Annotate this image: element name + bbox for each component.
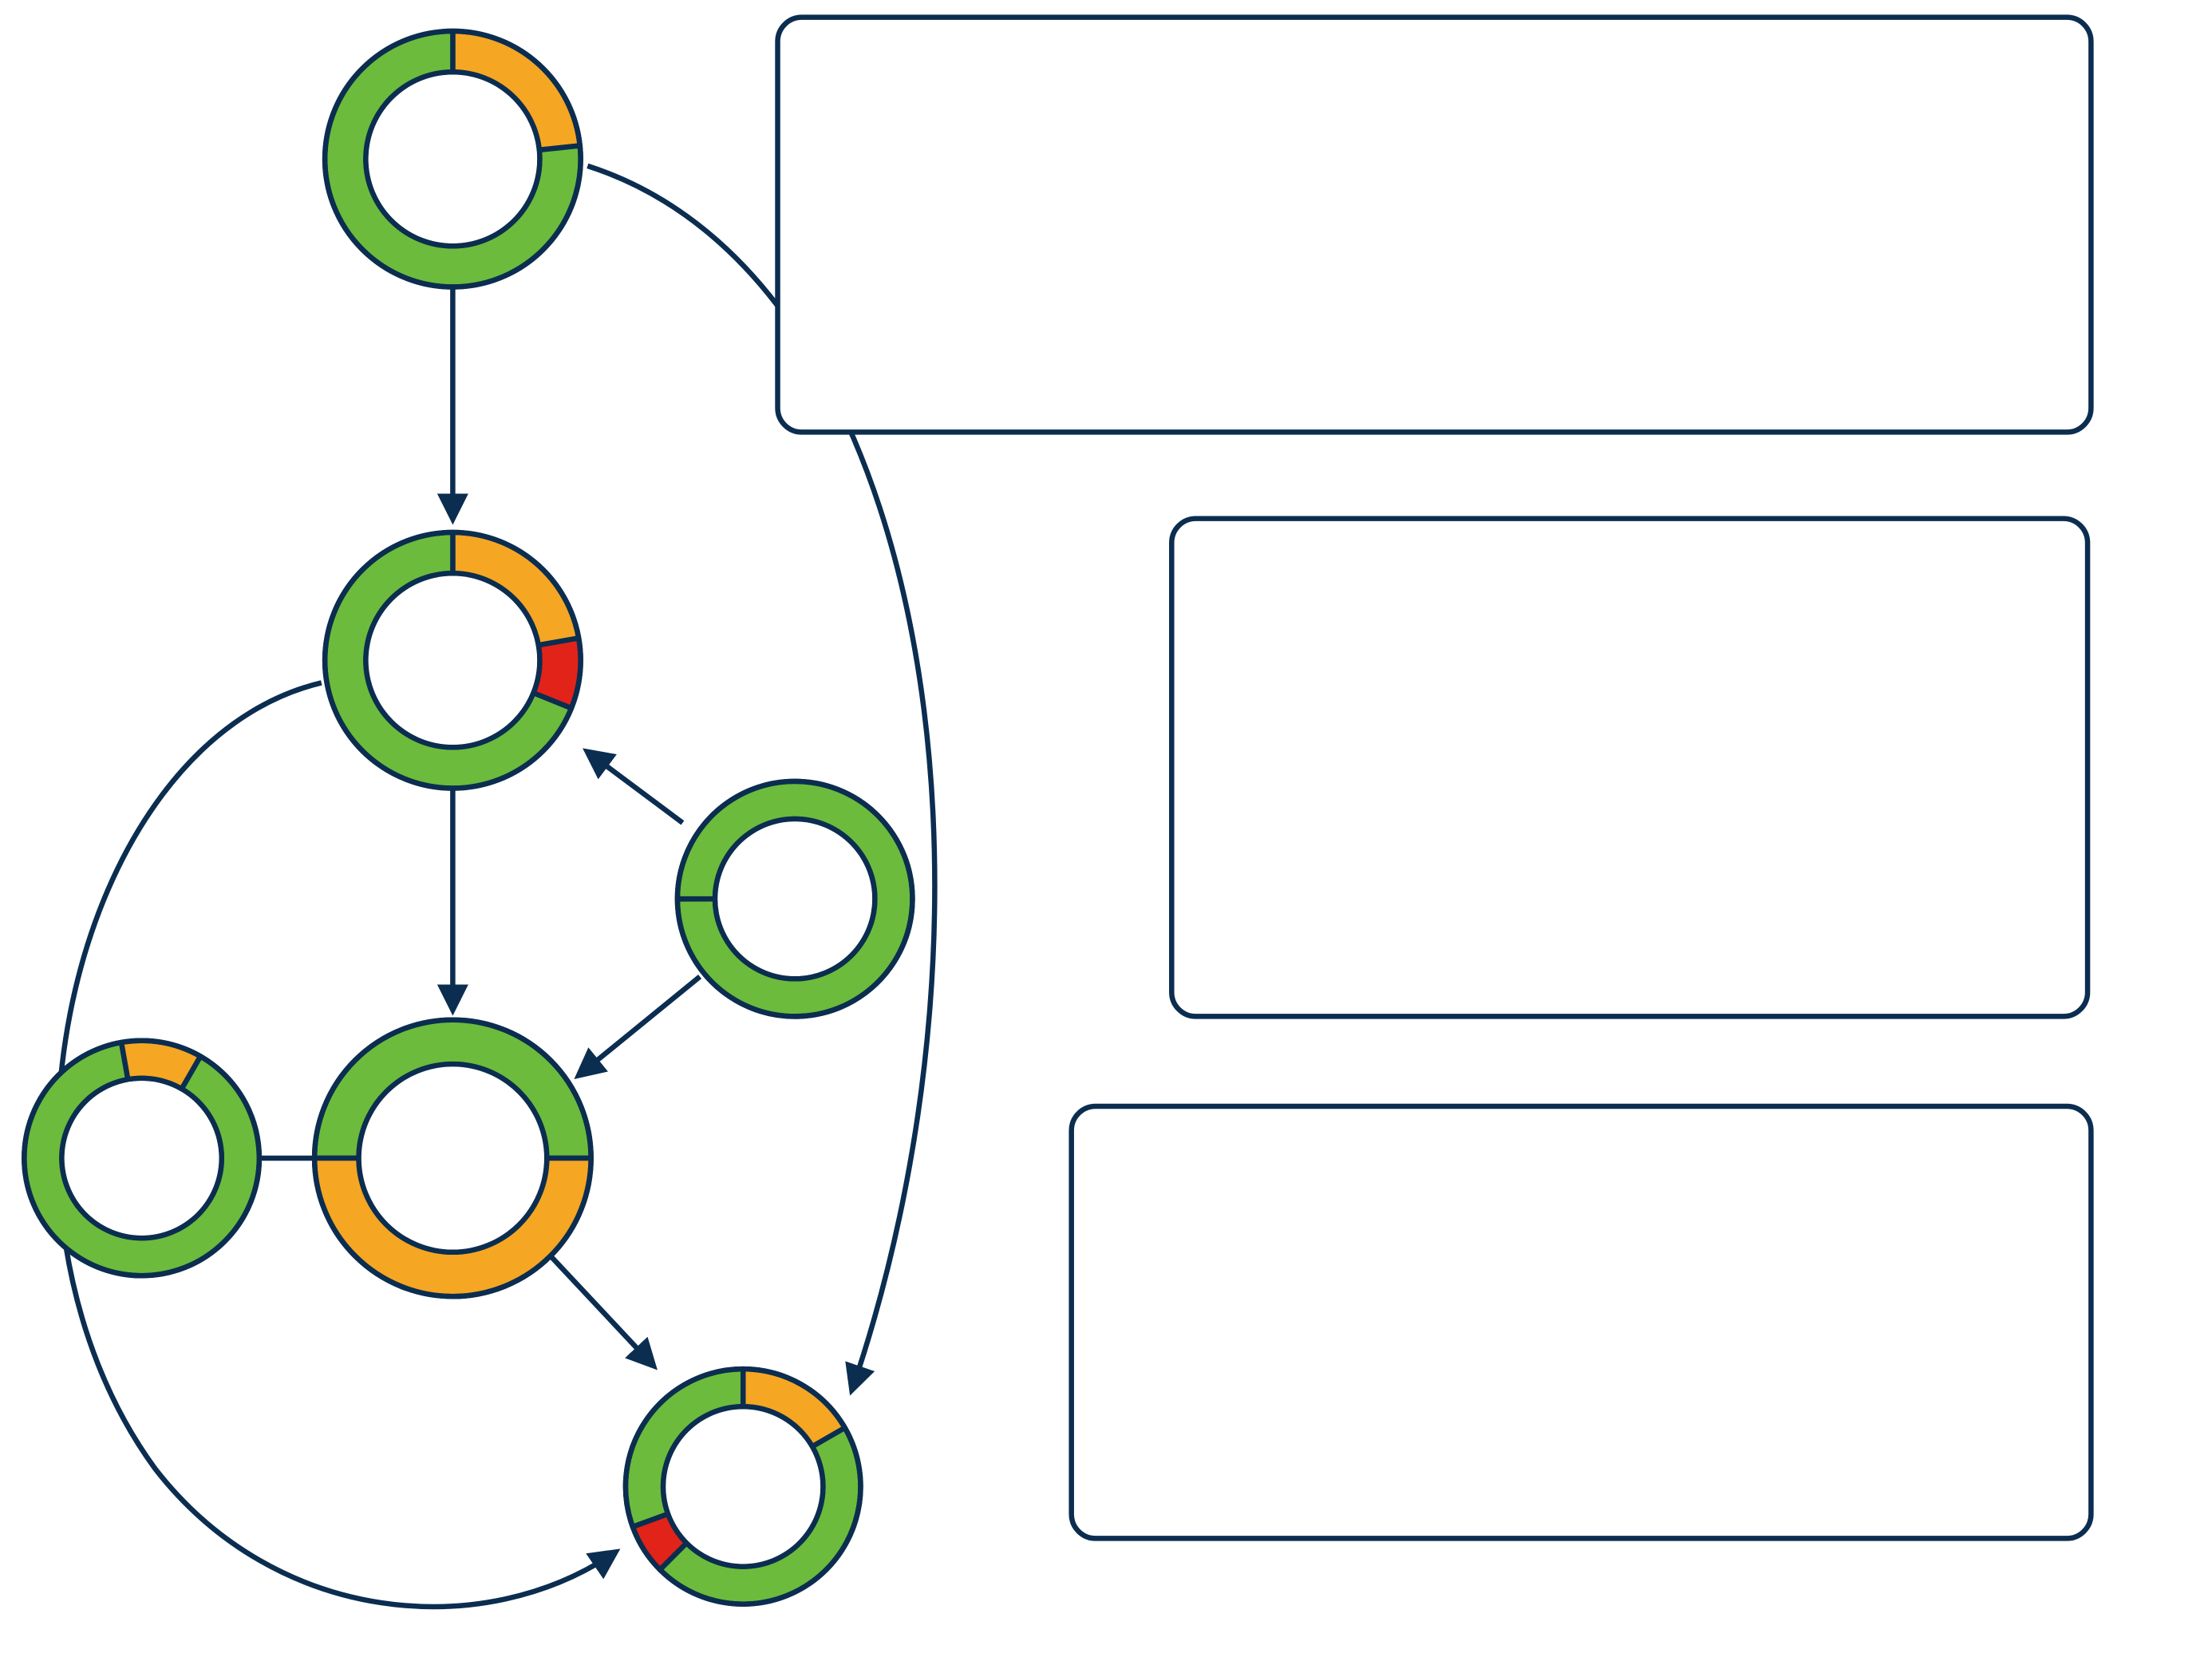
donut-node-C <box>314 1020 591 1297</box>
donut-node-E <box>677 781 913 1017</box>
money-card <box>1171 519 2088 1017</box>
donut-node-F <box>626 1369 861 1604</box>
edge <box>587 752 682 823</box>
table-card <box>778 18 2092 433</box>
donut-node-A <box>325 31 581 287</box>
edge <box>579 977 700 1075</box>
donut-node-B <box>325 532 581 789</box>
bars-card <box>1072 1106 2092 1538</box>
donut-node-D <box>24 1041 259 1276</box>
edge <box>550 1255 654 1366</box>
